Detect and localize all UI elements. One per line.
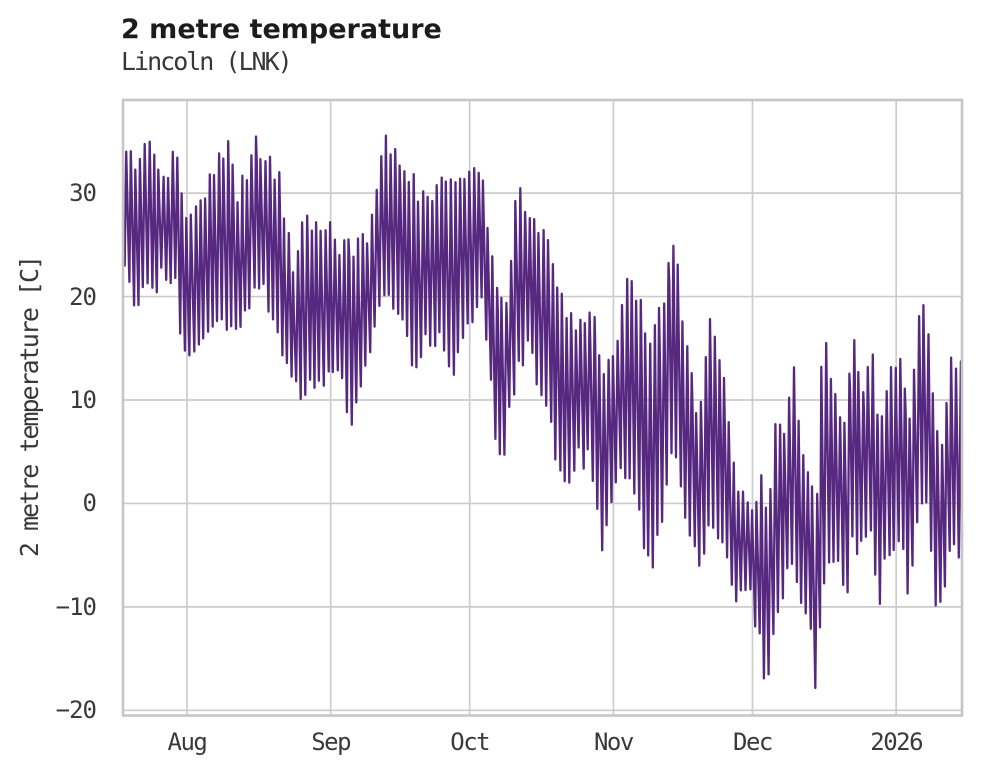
x-tick-label: Sep	[311, 728, 351, 756]
x-tick-label: Nov	[593, 728, 634, 756]
x-tick-label: 2026	[870, 728, 923, 756]
x-tick-label: Dec	[733, 728, 773, 756]
y-tick-label: 30	[69, 179, 97, 208]
x-tick-label: Oct	[450, 728, 490, 756]
temperature-line	[123, 134, 962, 690]
y-tick-label: 0	[82, 489, 97, 518]
chart-title: 2 metre temperature	[121, 14, 442, 45]
y-tick-label: −10	[55, 592, 97, 621]
x-tick-label: Aug	[167, 728, 208, 756]
plot-border	[121, 98, 964, 717]
y-tick-label: 20	[69, 282, 97, 311]
y-tick-label: −20	[55, 696, 97, 725]
chart-subtitle: Lincoln (LNK)	[121, 47, 293, 76]
y-tick-label: 10	[69, 385, 97, 414]
